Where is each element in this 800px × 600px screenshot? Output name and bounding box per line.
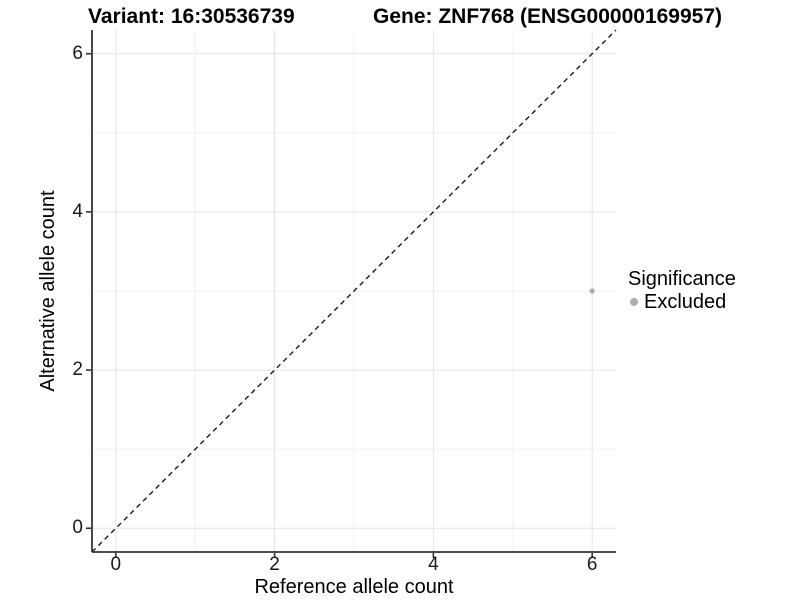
x-tick-label: 4 xyxy=(428,554,439,575)
y-tick-label: 4 xyxy=(72,200,83,222)
x-tick-label: 2 xyxy=(269,554,280,575)
legend-key-dot-icon xyxy=(630,298,638,306)
y-tick-label: 0 xyxy=(72,517,83,539)
y-tick-label: 6 xyxy=(72,42,83,64)
plot-title-variant: Variant: 16:30536739 xyxy=(88,5,295,28)
x-axis-title: Reference allele count xyxy=(254,576,454,598)
x-tick-label: 0 xyxy=(110,554,122,575)
plot-title-gene: Gene: ZNF768 (ENSG00000169957) xyxy=(373,5,723,28)
data-point xyxy=(589,288,595,294)
legend-item-label: Excluded xyxy=(644,290,727,313)
legend-title: Significance xyxy=(628,268,736,290)
plot-panel xyxy=(86,29,617,558)
identity-line xyxy=(91,29,617,553)
x-tick-label: 6 xyxy=(586,554,598,575)
y-tick-label: 2 xyxy=(72,359,83,381)
legend: Significance Excluded xyxy=(628,269,736,313)
legend-item-excluded: Excluded xyxy=(628,291,736,313)
y-axis-title: Alternative allele count xyxy=(37,190,59,392)
